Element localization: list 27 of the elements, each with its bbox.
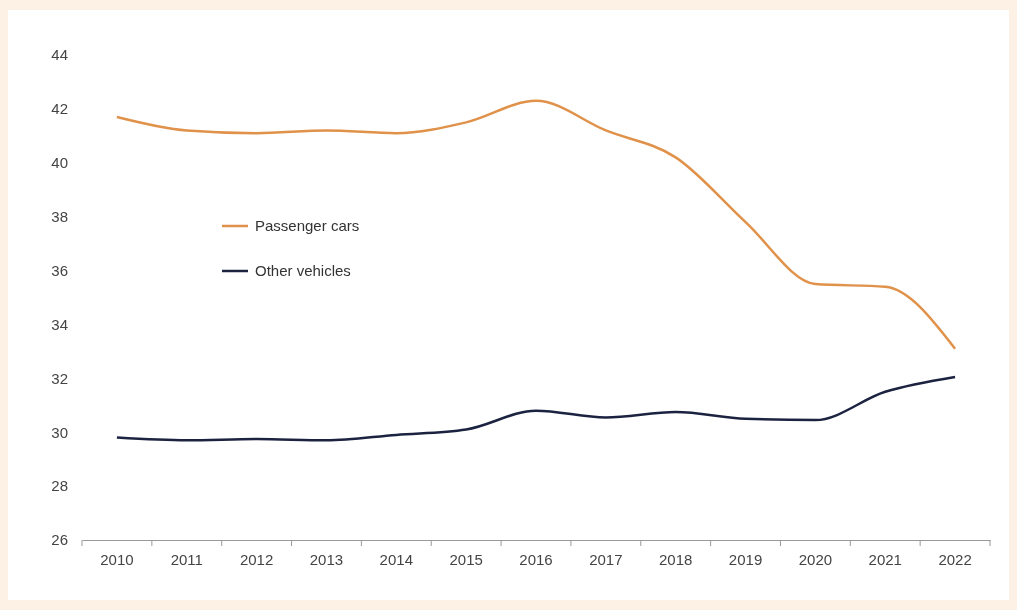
legend-label: Passenger cars: [255, 217, 360, 234]
y-tick-label: 26: [51, 531, 68, 549]
line-series: [115, 99, 957, 350]
y-tick-label: 44: [51, 46, 68, 64]
y-tick-label: 38: [51, 207, 68, 225]
x-tick-label: 2015: [449, 550, 483, 568]
x-tick-label: 2014: [379, 550, 413, 568]
y-tick-label: 28: [51, 477, 68, 495]
y-tick-label: 30: [51, 423, 68, 441]
x-tick-label: 2013: [309, 550, 344, 568]
x-tick-label: 2011: [170, 550, 203, 568]
x-tick-label: 2018: [659, 550, 693, 568]
x-tick-label: 2010: [100, 550, 134, 568]
x-tick-label: 2012: [239, 550, 274, 568]
y-tick-label: 42: [51, 100, 68, 118]
legend-label: Other vehicles: [255, 262, 351, 279]
y-tick-label: 32: [51, 369, 68, 387]
x-tick-label: 2017: [589, 550, 623, 568]
x-tick-label: 2022: [938, 550, 972, 568]
y-tick-label: 40: [51, 154, 68, 172]
y-tick-label: 34: [51, 315, 68, 333]
x-tick-label: 2019: [728, 550, 763, 568]
y-tick-label: 36: [51, 261, 68, 279]
x-tick-label: 2016: [519, 550, 553, 568]
line-series: [115, 375, 957, 442]
x-tick-label: 2020: [798, 550, 833, 568]
x-tick-label: 2021: [868, 550, 902, 568]
